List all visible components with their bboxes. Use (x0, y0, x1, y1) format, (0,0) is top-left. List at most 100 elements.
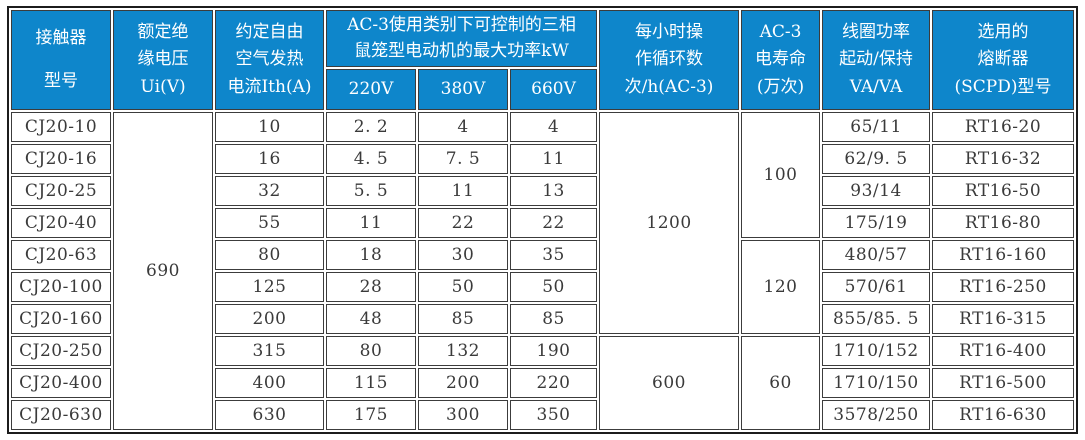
coil-cell: 1710/150 (822, 368, 931, 398)
ith-cell: 200 (215, 304, 324, 334)
coil-cell: 1710/152 (822, 336, 931, 366)
p660-cell: 4 (510, 112, 598, 142)
header-row-sub: 220V 380V 660V (11, 69, 1074, 110)
p660-cell: 190 (510, 336, 598, 366)
table-row: CJ20-160 200 48 85 85 855/85. 5 RT16-315 (11, 304, 1075, 334)
ith-cell: 32 (215, 176, 324, 206)
table-row: CJ20-250 315 80 132 190 600 60 1710/152 … (11, 336, 1075, 430)
p220-cell: 5. 5 (326, 176, 416, 206)
p380-cell: 85 (418, 304, 508, 334)
table-row: CJ20-40 55 11 22 22 175/19 RT16-80 (11, 208, 1075, 238)
p380-cell: 300 (418, 400, 508, 430)
model-cell: CJ20-25 (11, 176, 111, 206)
model-cell: CJ20-16 (11, 144, 111, 174)
coil-cell: 570/61 (822, 272, 931, 302)
fuse-cell: RT16-400 (932, 336, 1075, 366)
ith-cell: 55 (215, 208, 324, 238)
model-cell: CJ20-100 (11, 272, 111, 302)
table-row: CJ20-400 400 115 200 220 1710/150 RT16-5… (11, 368, 1075, 398)
p220-cell: 115 (326, 368, 416, 398)
p220-cell: 11 (326, 208, 416, 238)
p660-cell: 85 (510, 304, 598, 334)
ith-cell: 400 (215, 368, 324, 398)
table-row: CJ20-63 80 18 30 35 120 480/57 RT16-160 (11, 240, 1075, 334)
p380-cell: 7. 5 (418, 144, 508, 174)
model-cell: CJ20-40 (11, 208, 111, 238)
ui-voltage-cell: 690 (113, 112, 213, 430)
header-cycles-per-hour: 每小时操 作循环数 次/h(AC-3) (599, 10, 740, 110)
header-electrical-life: AC-3 电寿命 (万次) (741, 10, 821, 110)
header-fuse-type: 选用的 熔断器 (SCPD)型号 (932, 10, 1075, 110)
p380-cell: 4 (418, 112, 508, 142)
header-row-top: 接触器 型号 额定绝 缘电压 Ui(V) 约定自由 空气发热 电流Ith(A) … (11, 10, 1075, 110)
fuse-cell: RT16-250 (932, 272, 1075, 302)
contactor-spec-table: 接触器 型号 额定绝 缘电压 Ui(V) 约定自由 空气发热 电流Ith(A) … (7, 6, 1079, 434)
fuse-cell: RT16-500 (932, 368, 1075, 398)
p380-cell: 132 (418, 336, 508, 366)
p220-cell: 175 (326, 400, 416, 430)
p220-cell: 4. 5 (326, 144, 416, 174)
ith-cell: 315 (215, 336, 324, 366)
coil-cell: 65/11 (822, 112, 931, 142)
model-cell: CJ20-10 (11, 112, 111, 142)
coil-cell: 480/57 (822, 240, 931, 270)
p380-cell: 11 (418, 176, 508, 206)
p380-cell: 200 (418, 368, 508, 398)
header-660v: 660V (510, 69, 598, 110)
coil-cell: 3578/250 (822, 400, 931, 430)
fuse-cell: RT16-50 (932, 176, 1075, 206)
model-cell: CJ20-160 (11, 304, 111, 334)
cycles-cell: 1200 (599, 112, 740, 334)
p380-cell: 22 (418, 208, 508, 238)
model-cell: CJ20-250 (11, 336, 111, 366)
p660-cell: 11 (510, 144, 598, 174)
model-cell: CJ20-400 (11, 368, 111, 398)
ith-cell: 125 (215, 272, 324, 302)
fuse-cell: RT16-630 (932, 400, 1075, 430)
table-row: CJ20-25 32 5. 5 11 13 93/14 RT16-50 (11, 176, 1075, 206)
p660-cell: 50 (510, 272, 598, 302)
cycles-cell: 600 (599, 336, 740, 430)
fuse-cell: RT16-160 (932, 240, 1075, 270)
p220-cell: 80 (326, 336, 416, 366)
p220-cell: 2. 2 (326, 112, 416, 142)
ith-cell: 16 (215, 144, 324, 174)
ith-cell: 10 (215, 112, 324, 142)
life-cell: 100 (741, 112, 821, 238)
p380-cell: 30 (418, 240, 508, 270)
coil-cell: 175/19 (822, 208, 931, 238)
p380-cell: 50 (418, 272, 508, 302)
p660-cell: 35 (510, 240, 598, 270)
coil-cell: 93/14 (822, 176, 931, 206)
p660-cell: 350 (510, 400, 598, 430)
table-row: CJ20-10 690 10 2. 2 4 4 1200 100 65/11 R… (11, 112, 1075, 430)
p660-cell: 220 (510, 368, 598, 398)
header-380v: 380V (418, 69, 508, 110)
fuse-cell: RT16-20 (932, 112, 1075, 142)
header-insulation-voltage: 额定绝 缘电压 Ui(V) (113, 10, 213, 110)
fuse-cell: RT16-80 (932, 208, 1075, 238)
header-220v: 220V (326, 69, 416, 110)
table-row: CJ20-100 125 28 50 50 570/61 RT16-250 (11, 272, 1075, 302)
p220-cell: 18 (326, 240, 416, 270)
ith-cell: 630 (215, 400, 324, 430)
p220-cell: 48 (326, 304, 416, 334)
header-coil-power: 线圈功率 起动/保持 VA/VA (822, 10, 931, 110)
life-cell: 60 (741, 336, 821, 430)
table-row: CJ20-16 16 4. 5 7. 5 11 62/9. 5 RT16-32 (11, 144, 1075, 174)
fuse-cell: RT16-32 (932, 144, 1075, 174)
coil-cell: 62/9. 5 (822, 144, 931, 174)
model-cell: CJ20-63 (11, 240, 111, 270)
coil-cell: 855/85. 5 (822, 304, 931, 334)
model-cell: CJ20-630 (11, 400, 111, 430)
fuse-cell: RT16-315 (932, 304, 1075, 334)
table-header: 接触器 型号 额定绝 缘电压 Ui(V) 约定自由 空气发热 电流Ith(A) … (11, 10, 1075, 110)
p220-cell: 28 (326, 272, 416, 302)
p660-cell: 22 (510, 208, 598, 238)
ith-cell: 80 (215, 240, 324, 270)
table-row: CJ20-630 630 175 300 350 3578/250 RT16-6… (11, 400, 1075, 430)
header-thermal-current: 约定自由 空气发热 电流Ith(A) (215, 10, 324, 110)
header-ac3-power-group: AC-3使用类别下可控制的三相 鼠笼型电动机的最大功率kW (326, 10, 598, 67)
life-cell: 120 (741, 240, 821, 334)
